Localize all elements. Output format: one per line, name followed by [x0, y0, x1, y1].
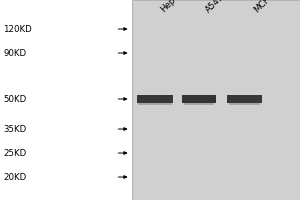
Bar	[229, 103, 260, 105]
Text: 35KD: 35KD	[3, 124, 26, 134]
Text: 25KD: 25KD	[3, 148, 26, 158]
Bar	[227, 95, 262, 103]
Text: 120KD: 120KD	[3, 24, 32, 33]
Text: 20KD: 20KD	[3, 172, 26, 182]
Bar	[182, 95, 216, 103]
Bar	[138, 103, 172, 105]
Bar	[136, 95, 173, 103]
Bar	[132, 0, 300, 200]
Bar	[184, 103, 214, 105]
Text: 50KD: 50KD	[3, 95, 26, 104]
Text: 90KD: 90KD	[3, 48, 26, 58]
Text: MCF-7: MCF-7	[252, 0, 278, 14]
Text: HepG2: HepG2	[159, 0, 186, 14]
Text: A549: A549	[204, 0, 226, 14]
